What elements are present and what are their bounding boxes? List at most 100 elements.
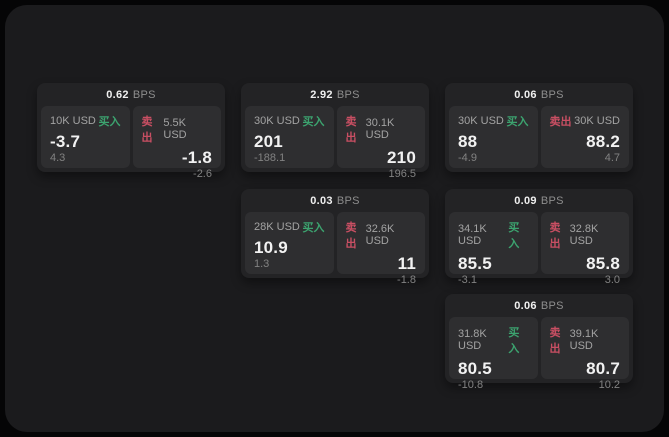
buy-tile[interactable]: 28K USD 买入 10.9 1.3 [245,212,334,274]
quote-card[interactable]: 0.06 BPS 31.8K USD 买入 80.5 -10.8 卖出 39.1… [445,294,633,391]
buy-tile-header: 30K USD 买入 [458,113,529,129]
quote-card[interactable]: 0.09 BPS 34.1K USD 买入 85.5 -3.1 卖出 32.8K… [445,189,633,286]
sell-tile-header: 卖出 32.8K USD [550,219,621,251]
buy-side-label: 买入 [508,327,520,355]
sell-delta: -2.6 [193,168,212,180]
bps-value: 2.92 [310,88,333,101]
sell-price: -1.8 [181,148,212,167]
bps-unit-label: BPS [540,88,564,101]
sell-delta: -1.8 [397,274,416,286]
buy-price: 201 [254,132,283,151]
sell-size-label: 30.1K USD [365,117,395,141]
sell-price: 85.8 [586,254,620,273]
sell-tile-header: 卖出 30K USD [550,113,621,129]
bps-value: 0.06 [514,88,537,101]
buy-price: 88 [458,132,478,151]
buy-tile-header: 28K USD 买入 [254,219,325,235]
main-panel: 0.62 BPS 10K USD 买入 -3.7 4.3 卖出 5.5K USD… [5,5,664,432]
sell-side-label: 卖出 [549,116,572,128]
card-bps-header: 0.06 BPS [445,294,633,317]
buy-side-label: 买入 [506,116,529,128]
buy-price: 85.5 [458,254,492,273]
buy-delta: -188.1 [254,152,286,164]
bps-value: 0.03 [310,194,333,207]
card-body: 31.8K USD 买入 80.5 -10.8 卖出 39.1K USD 80.… [445,317,633,391]
sell-side-label: 卖出 [345,222,357,250]
bps-unit-label: BPS [540,299,564,312]
sell-price: 11 [397,254,416,273]
sell-tile[interactable]: 卖出 5.5K USD -1.8 -2.6 [132,106,221,180]
quote-card[interactable]: 0.62 BPS 10K USD 买入 -3.7 4.3 卖出 5.5K USD… [37,83,225,180]
sell-price: 88.2 [586,132,620,151]
sell-tile-header: 卖出 39.1K USD [550,324,621,356]
sell-tile[interactable]: 卖出 32.6K USD 11 -1.8 [336,212,425,286]
sell-delta: 10.2 [598,379,620,391]
buy-delta: 1.3 [254,258,270,270]
quote-card[interactable]: 0.03 BPS 28K USD 买入 10.9 1.3 卖出 32.6K US… [241,189,429,286]
buy-price: 10.9 [254,238,288,257]
sell-size-label: 39.1K USD [569,328,599,352]
sell-size-label: 5.5K USD [163,117,187,141]
sell-side-label: 卖出 [345,116,357,144]
buy-tile-header: 34.1K USD 买入 [458,219,529,251]
sell-price: 210 [387,148,416,167]
card-body: 28K USD 买入 10.9 1.3 卖出 32.6K USD 11 -1.8 [241,212,429,286]
sell-tile-header: 卖出 32.6K USD [346,219,417,251]
card-body: 30K USD 买入 88 -4.9 卖出 30K USD 88.2 4.7 [445,106,633,168]
buy-tile-header: 31.8K USD 买入 [458,324,529,356]
buy-delta: -10.8 [458,379,484,391]
buy-size-label: 34.1K USD [458,223,487,247]
sell-side-label: 卖出 [549,222,561,250]
buy-size-label: 30K USD [254,115,300,127]
bps-unit-label: BPS [336,88,360,101]
buy-size-label: 31.8K USD [458,328,487,352]
buy-side-label: 买入 [508,222,520,250]
sell-delta: 3.0 [604,274,620,286]
buy-tile[interactable]: 31.8K USD 买入 80.5 -10.8 [449,317,538,391]
sell-tile-header: 卖出 30.1K USD [346,113,417,145]
sell-tile-header: 卖出 5.5K USD [142,113,213,145]
sell-delta: 4.7 [604,152,620,164]
sell-side-label: 卖出 [141,116,153,144]
buy-tile-header: 30K USD 买入 [254,113,325,129]
bps-value: 0.62 [106,88,129,101]
buy-size-label: 28K USD [254,221,300,233]
buy-delta: -4.9 [458,152,477,164]
bps-unit-label: BPS [336,194,360,207]
buy-delta: -3.1 [458,274,477,286]
quote-card[interactable]: 0.06 BPS 30K USD 买入 88 -4.9 卖出 30K USD 8… [445,83,633,172]
quote-card[interactable]: 2.92 BPS 30K USD 买入 201 -188.1 卖出 30.1K … [241,83,429,180]
buy-tile[interactable]: 10K USD 买入 -3.7 4.3 [41,106,130,168]
buy-side-label: 买入 [302,222,325,234]
sell-tile[interactable]: 卖出 39.1K USD 80.7 10.2 [540,317,629,391]
card-bps-header: 2.92 BPS [241,83,429,106]
sell-price: 80.7 [586,359,620,378]
card-body: 30K USD 买入 201 -188.1 卖出 30.1K USD 210 1… [241,106,429,180]
sell-size-label: 30K USD [574,115,620,127]
card-bps-header: 0.06 BPS [445,83,633,106]
sell-side-label: 卖出 [549,327,561,355]
buy-tile[interactable]: 30K USD 买入 201 -188.1 [245,106,334,168]
bps-unit-label: BPS [540,194,564,207]
buy-size-label: 30K USD [458,115,504,127]
card-bps-header: 0.09 BPS [445,189,633,212]
sell-size-label: 32.8K USD [569,223,599,247]
card-body: 10K USD 买入 -3.7 4.3 卖出 5.5K USD -1.8 -2.… [37,106,225,180]
sell-tile[interactable]: 卖出 32.8K USD 85.8 3.0 [540,212,629,286]
sell-tile[interactable]: 卖出 30K USD 88.2 4.7 [540,106,629,168]
bps-unit-label: BPS [132,88,156,101]
buy-price: -3.7 [50,132,81,151]
sell-tile[interactable]: 卖出 30.1K USD 210 196.5 [336,106,425,180]
buy-tile[interactable]: 30K USD 买入 88 -4.9 [449,106,538,168]
card-body: 34.1K USD 买入 85.5 -3.1 卖出 32.8K USD 85.8… [445,212,633,286]
card-bps-header: 0.03 BPS [241,189,429,212]
bps-value: 0.09 [514,194,537,207]
buy-side-label: 买入 [98,116,121,128]
bps-value: 0.06 [514,299,537,312]
buy-tile[interactable]: 34.1K USD 买入 85.5 -3.1 [449,212,538,286]
sell-delta: 196.5 [388,168,416,180]
sell-size-label: 32.6K USD [365,223,395,247]
buy-tile-header: 10K USD 买入 [50,113,121,129]
buy-side-label: 买入 [302,116,325,128]
card-bps-header: 0.62 BPS [37,83,225,106]
